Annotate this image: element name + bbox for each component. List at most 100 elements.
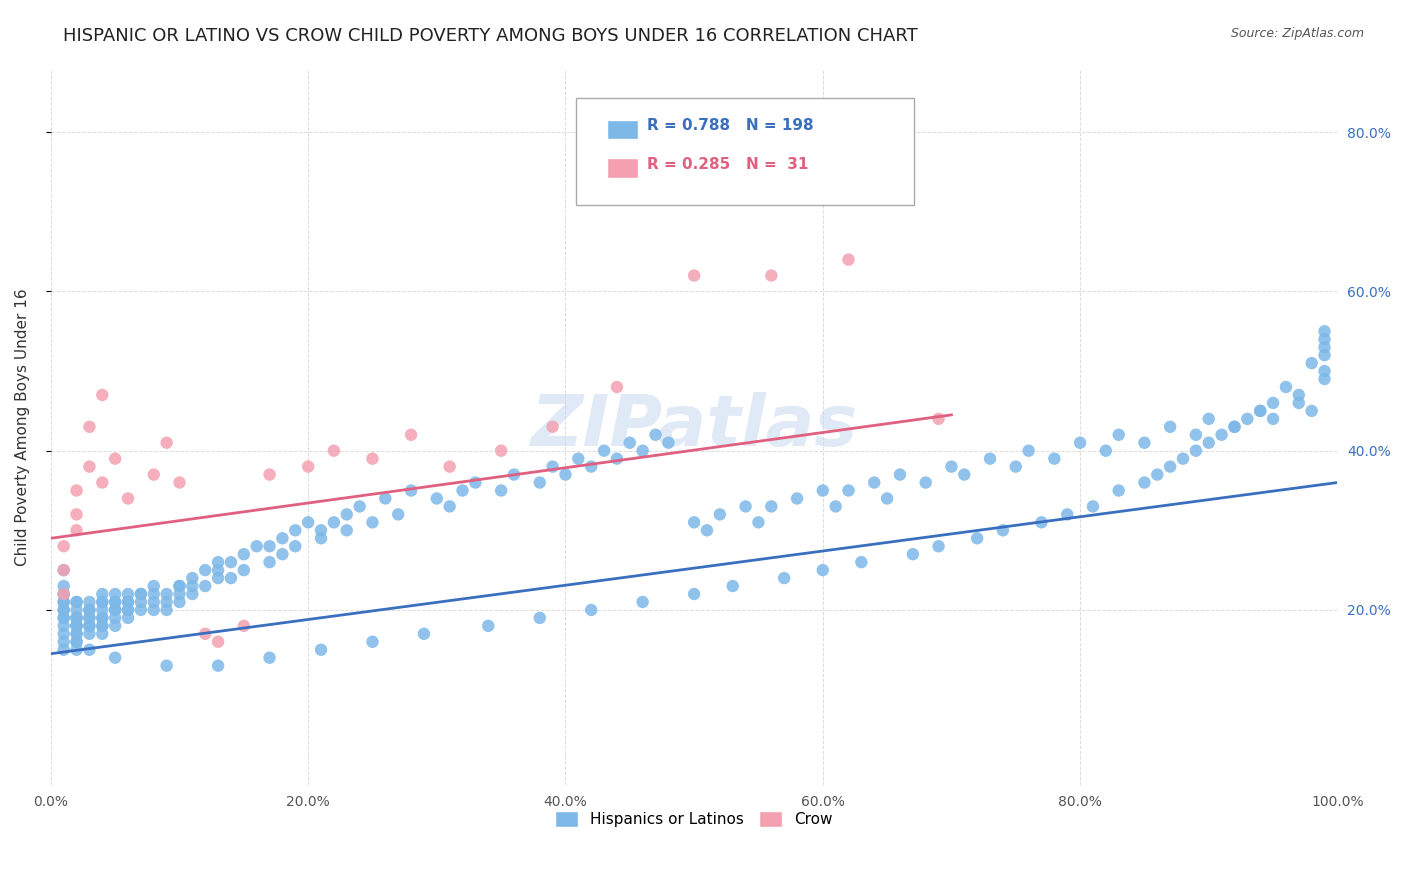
Crow: [104, 451, 127, 466]
Hispanics or Latinos: [104, 619, 127, 633]
Hispanics or Latinos: [207, 563, 229, 577]
Hispanics or Latinos: [464, 475, 486, 490]
Crow: [65, 508, 87, 522]
Hispanics or Latinos: [52, 595, 75, 609]
Hispanics or Latinos: [207, 555, 229, 569]
Hispanics or Latinos: [1313, 348, 1336, 362]
Hispanics or Latinos: [644, 427, 666, 442]
Hispanics or Latinos: [309, 531, 332, 545]
Hispanics or Latinos: [194, 563, 217, 577]
Hispanics or Latinos: [169, 587, 191, 601]
Hispanics or Latinos: [1261, 412, 1284, 426]
Hispanics or Latinos: [104, 603, 127, 617]
Hispanics or Latinos: [104, 587, 127, 601]
Crow: [91, 475, 114, 490]
Hispanics or Latinos: [322, 516, 344, 530]
Hispanics or Latinos: [451, 483, 474, 498]
Crow: [399, 427, 422, 442]
Hispanics or Latinos: [79, 611, 101, 625]
Hispanics or Latinos: [52, 611, 75, 625]
Crow: [928, 412, 950, 426]
Hispanics or Latinos: [1108, 427, 1130, 442]
Hispanics or Latinos: [142, 595, 165, 609]
Crow: [489, 443, 512, 458]
Hispanics or Latinos: [117, 611, 139, 625]
Hispanics or Latinos: [413, 627, 436, 641]
Text: Source: ZipAtlas.com: Source: ZipAtlas.com: [1230, 27, 1364, 40]
Hispanics or Latinos: [52, 603, 75, 617]
Hispanics or Latinos: [79, 627, 101, 641]
Hispanics or Latinos: [1004, 459, 1026, 474]
Hispanics or Latinos: [52, 595, 75, 609]
Hispanics or Latinos: [1275, 380, 1298, 394]
Crow: [142, 467, 165, 482]
Hispanics or Latinos: [91, 619, 114, 633]
Hispanics or Latinos: [65, 611, 87, 625]
Hispanics or Latinos: [117, 587, 139, 601]
Crow: [91, 388, 114, 402]
Hispanics or Latinos: [52, 627, 75, 641]
Hispanics or Latinos: [156, 595, 179, 609]
Hispanics or Latinos: [1159, 419, 1181, 434]
Hispanics or Latinos: [914, 475, 936, 490]
Text: HISPANIC OR LATINO VS CROW CHILD POVERTY AMONG BOYS UNDER 16 CORRELATION CHART: HISPANIC OR LATINO VS CROW CHILD POVERTY…: [63, 27, 918, 45]
Hispanics or Latinos: [117, 595, 139, 609]
Hispanics or Latinos: [104, 595, 127, 609]
Hispanics or Latinos: [657, 435, 679, 450]
Hispanics or Latinos: [52, 619, 75, 633]
Hispanics or Latinos: [1261, 396, 1284, 410]
Text: R = 0.285   N =  31: R = 0.285 N = 31: [647, 157, 808, 171]
Hispanics or Latinos: [979, 451, 1001, 466]
Hispanics or Latinos: [52, 563, 75, 577]
Hispanics or Latinos: [439, 500, 461, 514]
Crow: [837, 252, 859, 267]
Hispanics or Latinos: [1031, 516, 1053, 530]
Hispanics or Latinos: [349, 500, 371, 514]
Hispanics or Latinos: [361, 516, 384, 530]
Hispanics or Latinos: [1249, 404, 1271, 418]
Hispanics or Latinos: [207, 658, 229, 673]
Hispanics or Latinos: [567, 451, 589, 466]
Hispanics or Latinos: [1313, 372, 1336, 386]
Hispanics or Latinos: [181, 579, 204, 593]
Hispanics or Latinos: [117, 603, 139, 617]
Hispanics or Latinos: [709, 508, 731, 522]
Hispanics or Latinos: [65, 611, 87, 625]
Hispanics or Latinos: [65, 619, 87, 633]
Hispanics or Latinos: [477, 619, 499, 633]
Hispanics or Latinos: [52, 642, 75, 657]
Hispanics or Latinos: [271, 531, 294, 545]
Hispanics or Latinos: [79, 611, 101, 625]
Crow: [194, 627, 217, 641]
Hispanics or Latinos: [117, 595, 139, 609]
Hispanics or Latinos: [1018, 443, 1040, 458]
Hispanics or Latinos: [747, 516, 769, 530]
Hispanics or Latinos: [169, 579, 191, 593]
Hispanics or Latinos: [129, 603, 152, 617]
Hispanics or Latinos: [374, 491, 396, 506]
Hispanics or Latinos: [104, 611, 127, 625]
Hispanics or Latinos: [246, 539, 269, 553]
Hispanics or Latinos: [79, 619, 101, 633]
Hispanics or Latinos: [129, 595, 152, 609]
Hispanics or Latinos: [1249, 404, 1271, 418]
Text: R = 0.788   N = 198: R = 0.788 N = 198: [647, 119, 814, 133]
Hispanics or Latinos: [284, 539, 307, 553]
Hispanics or Latinos: [1133, 435, 1156, 450]
Hispanics or Latinos: [1056, 508, 1078, 522]
Crow: [322, 443, 344, 458]
Legend: Hispanics or Latinos, Crow: Hispanics or Latinos, Crow: [547, 804, 841, 835]
Hispanics or Latinos: [529, 611, 551, 625]
Hispanics or Latinos: [1133, 475, 1156, 490]
Hispanics or Latinos: [811, 483, 834, 498]
Hispanics or Latinos: [529, 475, 551, 490]
Hispanics or Latinos: [683, 587, 706, 601]
Hispanics or Latinos: [426, 491, 449, 506]
Hispanics or Latinos: [773, 571, 796, 585]
Hispanics or Latinos: [91, 595, 114, 609]
Hispanics or Latinos: [503, 467, 526, 482]
Hispanics or Latinos: [91, 627, 114, 641]
Hispanics or Latinos: [79, 603, 101, 617]
Crow: [117, 491, 139, 506]
Hispanics or Latinos: [219, 571, 242, 585]
